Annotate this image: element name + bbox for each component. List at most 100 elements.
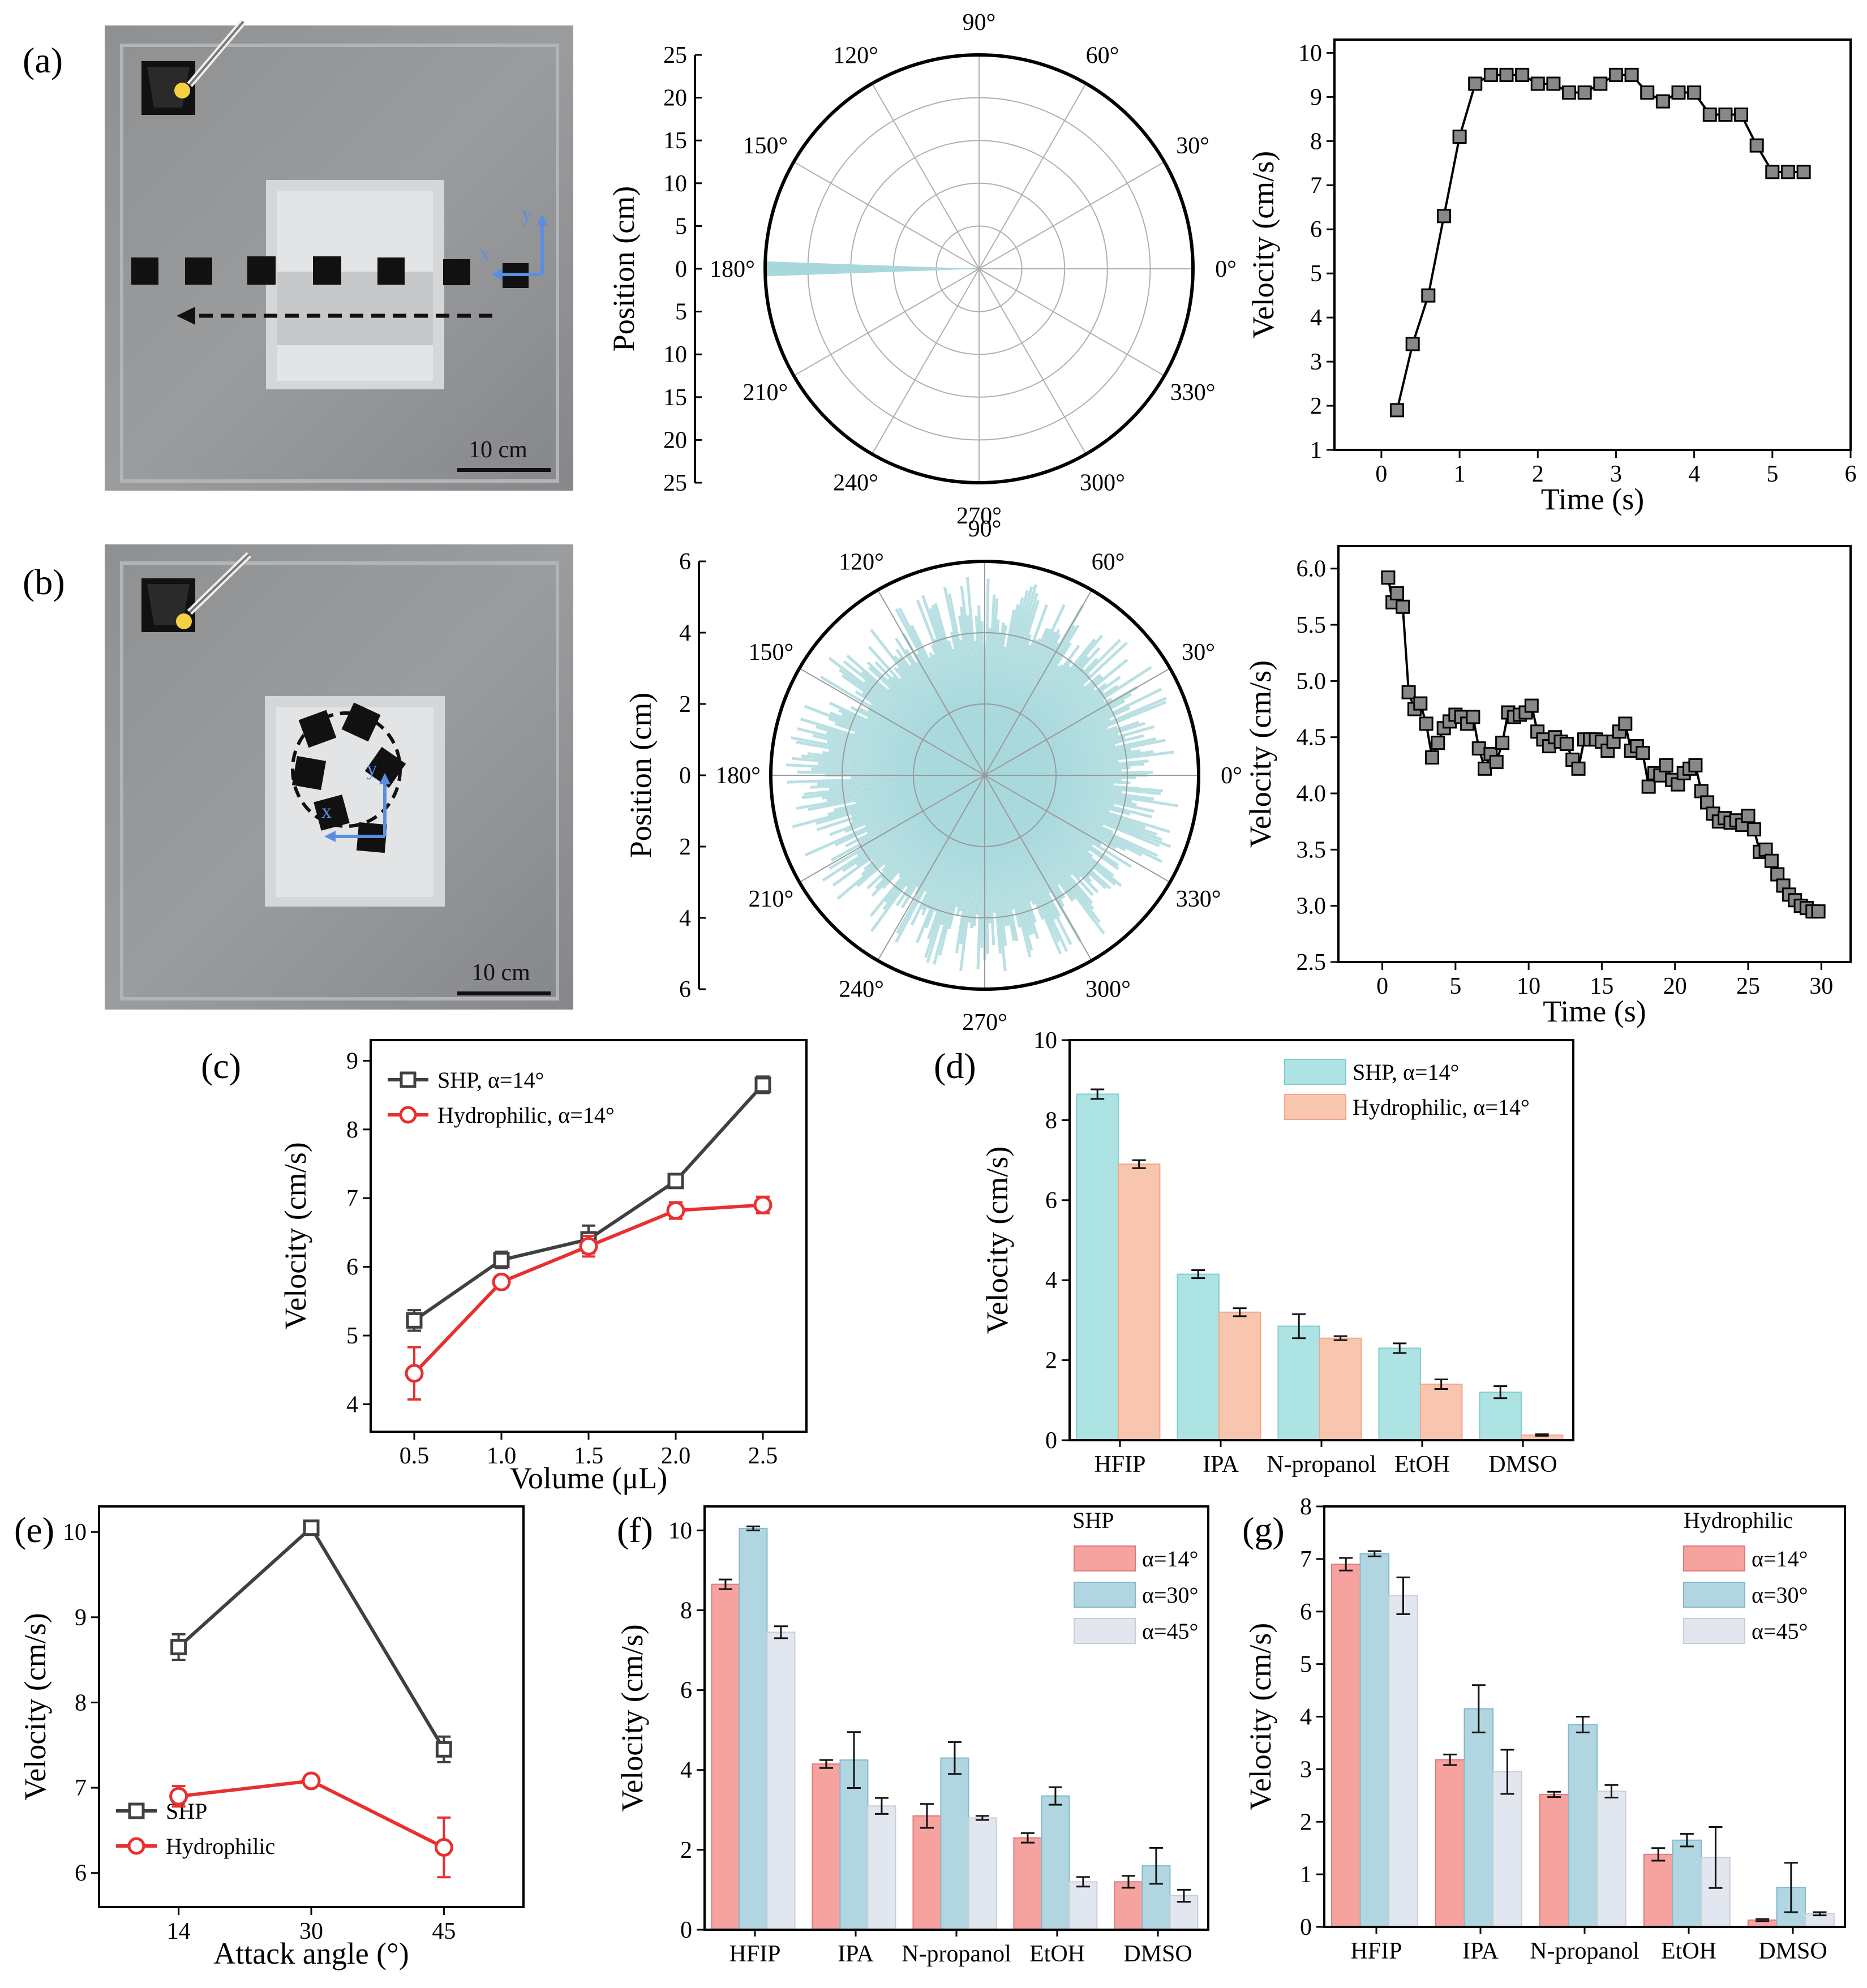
bar-f-legend-label: α=14° (1142, 1546, 1199, 1571)
polar-a-spoke (872, 83, 980, 269)
polar-a-angle-label: 150° (743, 133, 788, 159)
line-a-xtick-label: 1 (1454, 461, 1466, 487)
line-a-point (1562, 85, 1577, 100)
line-b-xtick-label: 30 (1809, 973, 1833, 999)
bar-d-bar (1117, 1163, 1161, 1441)
line-a-point (1780, 165, 1795, 179)
line-c-point (492, 1272, 511, 1291)
bar-d-chart: 0 2 4 6 8 10 Velocity (cm/s) HFIP IPA N-propanol E… (980, 1028, 1574, 1478)
polar-b-spoke (984, 668, 1170, 776)
polar-a-angle-label: 240° (833, 470, 878, 496)
rotation-path (291, 711, 402, 828)
scale-bar-b (457, 991, 551, 995)
bar-d-bar (1177, 1273, 1220, 1441)
line-b-xtick-label: 10 (1517, 973, 1540, 999)
line-a-point (1702, 108, 1717, 122)
bar-f-ylabel: Velocity (cm/s) (615, 1624, 649, 1811)
bar-d-ytick-label: 6 (1045, 1188, 1057, 1214)
line-c-ytick-label: 4 (346, 1392, 358, 1418)
panel-label-b: (b) (23, 562, 65, 602)
bar-g-xtick-label: DMSO (1758, 1938, 1827, 1964)
line-a-ytick-label: 9 (1310, 84, 1322, 110)
line-c-point (579, 1236, 598, 1256)
line-a-point (1483, 67, 1498, 82)
line-b-point (1431, 736, 1445, 750)
line-b-point (1478, 761, 1492, 776)
bar-g-bar (1672, 1839, 1702, 1928)
bar-f-ytick-label: 10 (668, 1518, 692, 1544)
bar-g-ytick-label: 5 (1300, 1652, 1312, 1678)
line-a-xlabel: Time (s) (1541, 482, 1645, 516)
line-c-xtick-label: 1.0 (487, 1443, 517, 1469)
bar-f-legend-title: SHP (1072, 1508, 1114, 1533)
polar-b-spoke (877, 590, 985, 776)
line-b-point (1688, 758, 1703, 772)
line-b-xlabel: Time (s) (1543, 994, 1646, 1028)
line-a-chart: 1 2 3 4 5 6 7 8 9 10 Velocity (cm/s) 0 1 2 3 4 5 6 Time (s… (1246, 38, 1857, 516)
polar-a-angle-label: 300° (1080, 470, 1125, 496)
polar-chart-b: 0° 30° 60° 90° 120° 150° 180° 210° 240° 270° 300° 3… (624, 516, 1242, 1036)
polar-b-spoke (799, 668, 985, 776)
polar-b-rtick-label: 6 (679, 549, 691, 575)
line-b-point (1424, 750, 1439, 765)
scale-bar-label-b: 10 cm (471, 960, 530, 986)
bar-f-bar (1013, 1837, 1042, 1930)
panel-label-d: (d) (934, 1046, 976, 1086)
polar-b-spoke (984, 590, 1092, 776)
polar-a-angle-label: 330° (1170, 380, 1216, 406)
line-b-point (1559, 737, 1574, 752)
line-e-xtick-label: 30 (299, 1918, 323, 1944)
polar-b-angle-label: 240° (839, 977, 884, 1003)
bar-g-ytick-label: 1 (1300, 1862, 1312, 1888)
bar-g-legend-title: Hydrophilic (1684, 1508, 1793, 1533)
bar-f-ytick-label: 2 (680, 1837, 692, 1864)
polar-a-ylabel: Position (cm) (607, 186, 641, 352)
line-a-point (1593, 76, 1608, 91)
bar-f-bar (912, 1815, 942, 1930)
line-e-point (169, 1787, 188, 1806)
bar-g-bar (1435, 1759, 1465, 1927)
line-b-ytick-label: 3.5 (1297, 837, 1327, 863)
line-b-point (1636, 746, 1650, 761)
bar-f-legend-swatch (1074, 1618, 1136, 1644)
panel-label-e: (e) (14, 1510, 54, 1550)
charts-layer: 0°30°60°90°120°150°180°210°240°270°300°3… (18, 10, 1857, 1970)
axis-y-label-a: y (522, 203, 532, 225)
bar-g-ytick-label: 0 (1300, 1914, 1312, 1940)
line-b-point (1401, 685, 1416, 699)
bar-f-legend-swatch (1074, 1545, 1136, 1571)
line-e-series-line (177, 1525, 445, 1750)
polar-a-spoke (978, 268, 1165, 376)
line-a-point (1655, 94, 1670, 109)
bar-g-ytick-label: 8 (1300, 1494, 1312, 1520)
bar-g-ytick-label: 4 (1300, 1704, 1312, 1731)
line-a-point (1499, 67, 1514, 82)
line-a-point (1436, 209, 1451, 224)
polar-chart-a: 0° 30° 60° 90° 120° 150° 180° 210° 240° 270° 300° 3… (607, 10, 1237, 529)
line-e-xtick-label: 45 (432, 1918, 456, 1944)
line-c-ylabel: Velocity (cm/s) (278, 1142, 312, 1329)
line-b-ylabel: Velocity (cm/s) (1243, 660, 1277, 848)
bar-d-bar (1277, 1325, 1320, 1441)
polar-a-angle-label: 210° (743, 380, 788, 406)
line-b-point (1524, 698, 1539, 713)
bar-f-xtick-label: EtOH (1029, 1941, 1085, 1967)
line-b-chart: 2.5 3.0 3.5 4.0 4.5 5.0 5.5 6.0 Velocity (cm/s) 0… (1243, 545, 1852, 1028)
bar-d-legend-swatch (1284, 1059, 1346, 1085)
line-b-xtick-label: 0 (1376, 973, 1388, 999)
polar-a-spoke (793, 268, 980, 376)
line-a-series-line (1396, 74, 1804, 411)
polar-b-angle-label: 150° (749, 639, 794, 665)
line-b-point (1641, 779, 1656, 794)
line-c-point (493, 1251, 510, 1268)
polar-a-angle-label: 0° (1215, 256, 1237, 282)
polar-b-rtick-label: 2 (679, 834, 691, 860)
panel-label-g: (g) (1242, 1510, 1285, 1550)
line-c-point (667, 1173, 684, 1190)
bar-f-xtick-label: IPA (838, 1941, 874, 1967)
polar-a-spoke (978, 268, 1087, 454)
bar-d-bar (1319, 1337, 1362, 1441)
line-a-point (1796, 165, 1811, 179)
